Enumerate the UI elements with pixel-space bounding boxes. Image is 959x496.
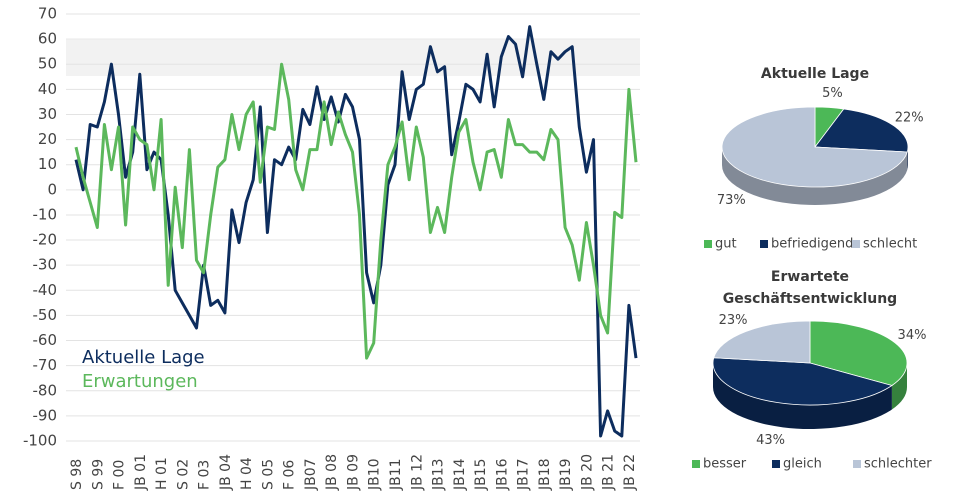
x-tick-label: S 05 <box>260 459 276 490</box>
data-label: 43% <box>756 433 785 448</box>
data-label: 34% <box>898 328 927 343</box>
band <box>66 40 640 76</box>
y-tick-label: -90 <box>33 406 58 424</box>
y-tick-label: 30 <box>38 105 57 123</box>
x-tick-label: JB07 <box>303 458 319 491</box>
pie-title: Erwartete Geschäftsentwicklung <box>722 269 898 307</box>
pie-slice <box>814 108 909 153</box>
x-tick-label: JB10 <box>367 458 383 491</box>
y-tick-label: 40 <box>38 80 57 98</box>
y-tick-label: -70 <box>33 356 58 374</box>
data-label: 73% <box>717 193 746 208</box>
legend-label: besser <box>703 457 747 472</box>
x-tick-label: S 99 <box>90 459 106 490</box>
pie-title: Aktuelle Lage <box>760 66 870 82</box>
pie-slice <box>721 106 908 188</box>
line-series <box>74 62 638 360</box>
y-tick-label: -80 <box>33 381 58 399</box>
legend-label: schlecht <box>863 237 917 252</box>
legend-label: gut <box>715 237 737 252</box>
y-tick-label: -10 <box>33 205 58 223</box>
y-tick-label: -100 <box>23 432 57 450</box>
x-tick-label: H 04 <box>239 457 255 490</box>
legend-swatch <box>772 460 780 468</box>
legend-swatch <box>853 460 861 468</box>
line-series <box>74 25 638 438</box>
x-tick-label: JB 08 <box>324 454 340 491</box>
x-tick-label: JB 22 <box>622 454 638 491</box>
x-tick-label: JB 04 <box>218 454 234 491</box>
x-tick-label: F 00 <box>112 460 128 490</box>
legend-swatch <box>692 460 700 468</box>
x-tick-label: S 02 <box>175 459 191 490</box>
x-tick-label: JB13 <box>431 458 447 491</box>
legend-label: schlechter <box>864 457 932 472</box>
legend-swatch <box>704 240 712 248</box>
x-tick-label: JB 12 <box>409 454 425 491</box>
y-tick-label: 10 <box>38 155 57 173</box>
pie-slice <box>713 320 811 364</box>
legend-label: befriedigend <box>771 237 853 252</box>
x-tick-label: F 06 <box>282 460 298 490</box>
legend-swatch <box>852 240 860 248</box>
pie-side <box>722 147 908 205</box>
x-tick-label: JB16 <box>494 458 510 491</box>
y-tick-label: -60 <box>33 331 58 349</box>
legend-swatch <box>760 240 768 248</box>
data-label: 5% <box>822 86 843 101</box>
x-tick-label: JB17 <box>516 458 532 491</box>
x-tick-label: JB 09 <box>345 454 361 491</box>
y-tick-label: 60 <box>38 30 57 48</box>
x-tick-label: JB11 <box>388 458 404 491</box>
x-tick-label: S 98 <box>69 459 85 490</box>
y-tick-label: 50 <box>38 55 57 73</box>
x-tick-label: JB19 <box>558 458 574 491</box>
y-tick-label: 0 <box>47 180 57 198</box>
x-tick-label: JB 20 <box>579 454 595 491</box>
y-tick-label: -50 <box>33 306 58 324</box>
x-tick-label: F 03 <box>197 460 213 490</box>
y-tick-label: -30 <box>33 256 58 274</box>
x-tick-label: JB18 <box>537 458 553 491</box>
legend-label: Erwartungen <box>82 371 198 392</box>
x-tick-label: JB14 <box>452 458 468 491</box>
data-label: 23% <box>719 313 748 328</box>
x-tick-label: JB 01 <box>133 454 149 491</box>
legend-label: Aktuelle Lage <box>82 347 205 368</box>
x-tick-label: JB 21 <box>601 454 617 491</box>
pie-side <box>713 363 892 429</box>
pie-slice <box>712 357 893 406</box>
x-tick-label: H 01 <box>154 457 170 490</box>
y-tick-label: 20 <box>38 130 57 148</box>
data-label: 22% <box>895 111 924 126</box>
x-tick-label: JB15 <box>473 458 489 491</box>
legend-label: gleich <box>783 457 822 472</box>
y-tick-label: -20 <box>33 231 58 249</box>
y-tick-label: -40 <box>33 281 58 299</box>
y-tick-label: 70 <box>38 5 57 23</box>
